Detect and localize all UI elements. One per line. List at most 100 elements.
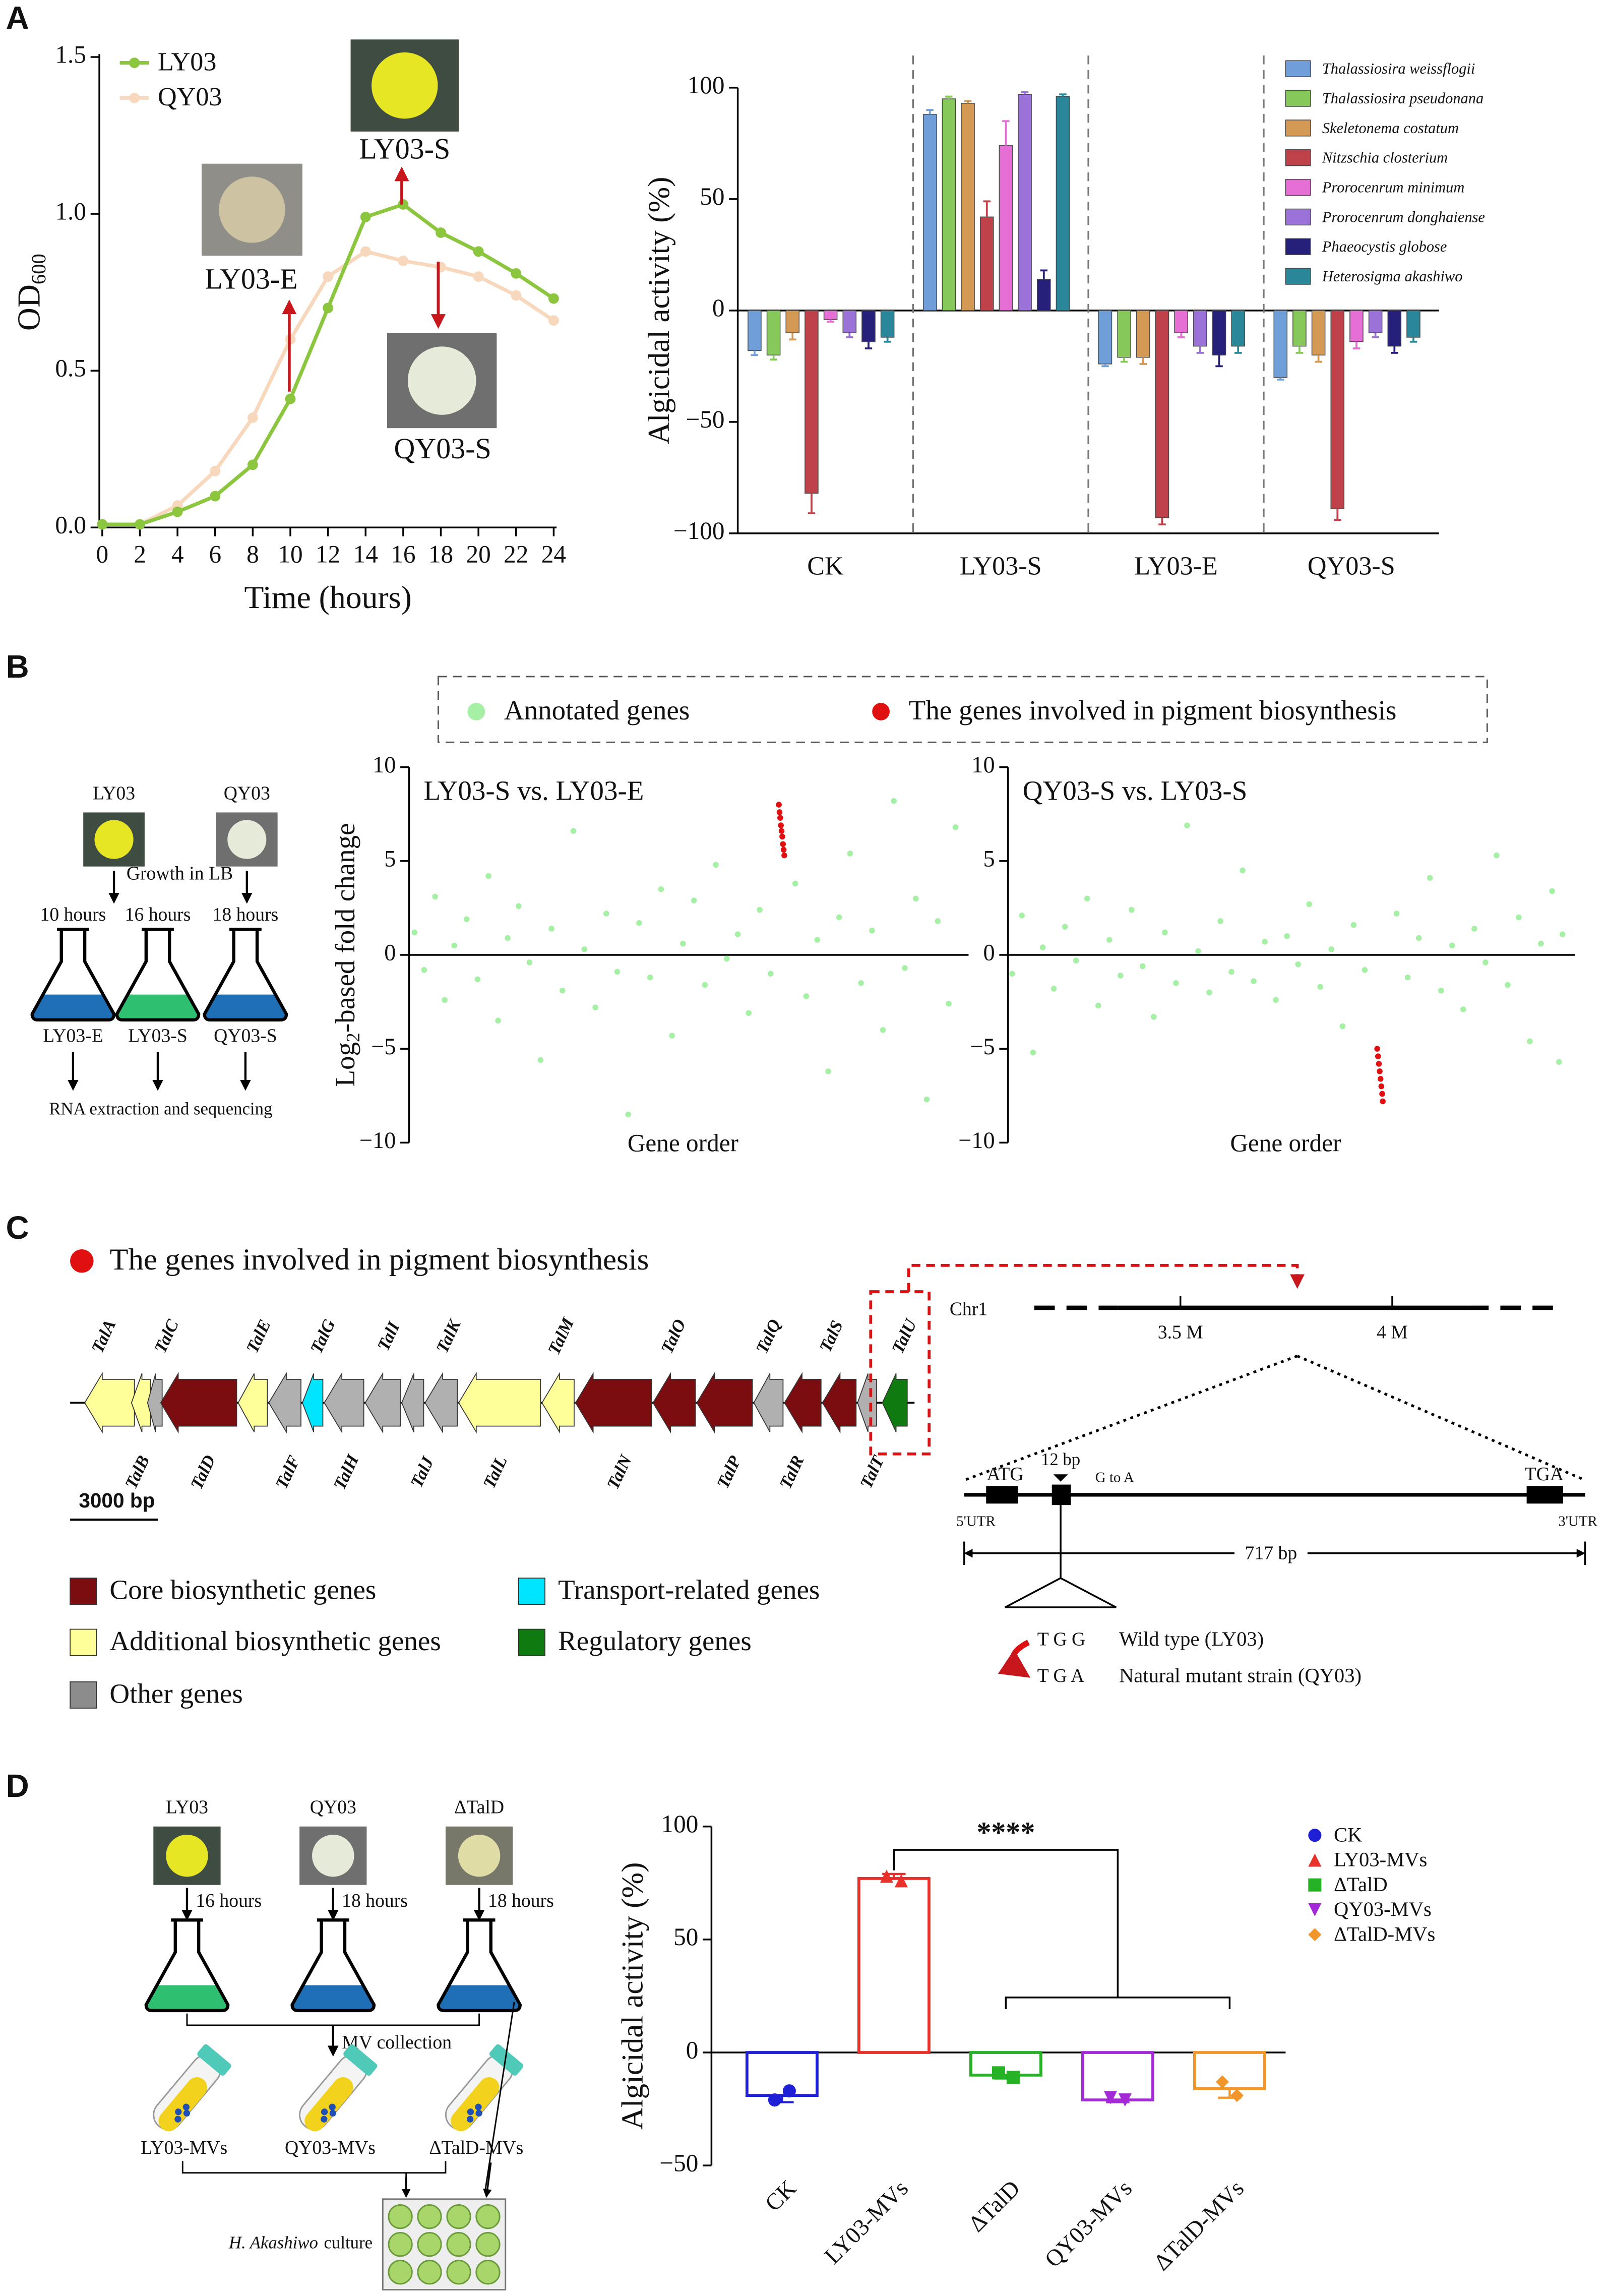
data-point [768, 2093, 781, 2107]
x-axis-label: Gene order [628, 1129, 738, 1157]
y-tick-label: 100 [688, 71, 725, 99]
data-point [1273, 997, 1279, 1003]
vesicle [467, 2108, 474, 2116]
y-tick-label: −50 [686, 405, 724, 433]
data-point [1505, 982, 1511, 988]
colony [219, 176, 285, 243]
legend-label: QY03 [158, 83, 222, 111]
data-point [757, 907, 763, 913]
legend-label: Transport-related genes [558, 1575, 820, 1605]
well [388, 2204, 413, 2229]
data-point [1240, 867, 1246, 874]
data-point [669, 1033, 675, 1039]
data-point [825, 1068, 831, 1074]
data-point [1019, 913, 1025, 919]
gene-arrow [237, 1373, 268, 1432]
gene-arrow [458, 1372, 541, 1434]
x-tick-label: QY03-S [1308, 552, 1395, 580]
colony [407, 346, 476, 415]
legend-swatch [1285, 268, 1311, 285]
data-point [172, 506, 183, 517]
data-point [614, 969, 621, 975]
well [446, 2232, 471, 2257]
bar [1036, 279, 1051, 311]
data-point [1379, 1091, 1385, 1097]
data-point [625, 1111, 632, 1118]
bar [842, 310, 857, 333]
error-bar [983, 200, 991, 217]
insert-pointer [1053, 1474, 1068, 1482]
time-label: 16 hours [196, 1890, 262, 1911]
data-point [746, 1010, 752, 1016]
sample-label: QY03-S [214, 1025, 277, 1046]
flask-liquid [32, 994, 114, 1020]
annotation: LY03-E [205, 263, 297, 295]
error-bar [964, 100, 972, 103]
data-point [511, 290, 522, 301]
legend-swatch [518, 1628, 545, 1656]
data-point [1117, 973, 1124, 979]
annotation: QY03-S [394, 432, 491, 465]
y-tick-label: 10 [971, 752, 995, 778]
vesicle-label: QY03-MVs [285, 2137, 376, 2158]
data-point [560, 987, 566, 994]
x-tick-label: CK [807, 552, 844, 580]
y-axis-label-sub: 2 [343, 1033, 364, 1042]
chart-title: LY03-S vs. LY03-E [423, 775, 644, 806]
data-point [247, 459, 258, 470]
data-point [778, 828, 785, 834]
data-point [1128, 907, 1135, 913]
x-tick-label: 18 [428, 540, 453, 568]
annotation: LY03-S [359, 133, 450, 165]
data-point [1262, 939, 1268, 945]
flask-liquid [146, 1985, 228, 2011]
data-point [1215, 2075, 1229, 2089]
error-bar [926, 109, 934, 114]
data-point [511, 268, 522, 279]
data-point [847, 851, 853, 857]
data-point [658, 886, 664, 892]
data-point [713, 862, 719, 868]
utr-label: 5'UTR [956, 1514, 996, 1530]
data-point [869, 927, 875, 934]
legend-label: ΔTalD [1334, 1873, 1388, 1896]
gene-arrow [541, 1372, 575, 1434]
error-bar [1059, 93, 1067, 97]
panel-label: D [6, 1768, 29, 1804]
data-point [902, 965, 908, 971]
data-point [247, 412, 258, 423]
tube [153, 2044, 231, 2132]
x-tick-label: 12 [316, 540, 340, 568]
legend-label: CK [1334, 1823, 1362, 1846]
data-point [360, 211, 371, 222]
error-bar [1215, 355, 1223, 368]
legend-swatch [1285, 60, 1311, 77]
flask [290, 1918, 376, 2013]
y-tick-label: −50 [659, 2149, 698, 2177]
error-bar [1295, 346, 1304, 354]
legend-dot [467, 703, 485, 720]
error-bar [808, 493, 816, 514]
legend-swatch [70, 1681, 97, 1709]
data-point [1375, 1053, 1381, 1059]
flask-liquid [292, 1985, 374, 2011]
data-point [1494, 852, 1500, 859]
y-tick-label: −5 [970, 1034, 995, 1060]
error-bar [846, 333, 853, 338]
time-label: 18 hours [488, 1890, 554, 1911]
data-point [1438, 987, 1444, 994]
data-point [1106, 937, 1112, 943]
data-point [285, 393, 296, 404]
data-point [1284, 933, 1290, 939]
data-point [1140, 963, 1146, 970]
data-point [516, 903, 522, 909]
strain-label: QY03 [224, 782, 270, 804]
data-point [570, 828, 577, 834]
bar [969, 2051, 1042, 2077]
data-point [880, 1027, 886, 1033]
culture-species: H. Akashiwo [228, 2233, 318, 2253]
legend-label: The genes involved in pigment biosynthes… [909, 695, 1397, 726]
data-point [1073, 957, 1079, 963]
allele-label: Natural mutant strain (QY03) [1119, 1664, 1362, 1686]
data-point [1306, 901, 1313, 908]
